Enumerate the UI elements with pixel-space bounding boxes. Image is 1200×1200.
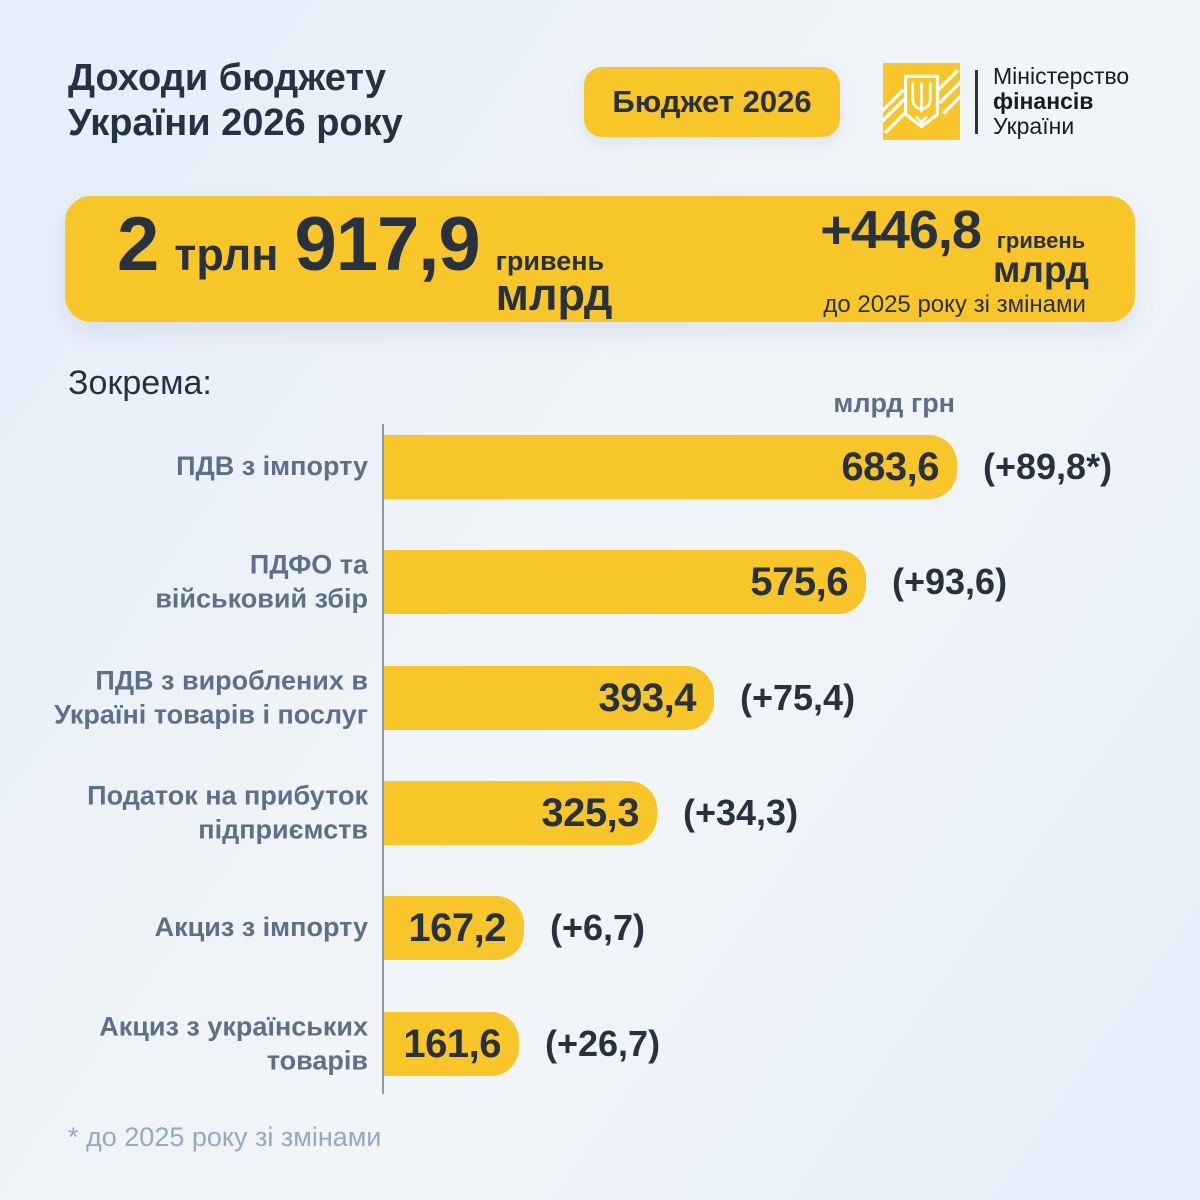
bar-delta-label: (+26,7) xyxy=(545,1023,661,1064)
bar-value: 325,3 xyxy=(541,790,639,835)
page-title-line2: України 2026 року xyxy=(68,101,403,144)
ministry-name: Міністерство фінансів України xyxy=(993,64,1129,139)
logo-divider xyxy=(975,69,978,134)
bar-delta-label: (+75,4) xyxy=(740,677,856,718)
ministry-name-line1: Міністерство xyxy=(993,63,1130,89)
bar: 575,6 xyxy=(384,550,866,614)
badge-label: Бюджет 2026 xyxy=(612,84,812,119)
total-mlrd-value: 917,9 xyxy=(294,201,480,287)
chart-axis-line xyxy=(382,424,384,1094)
bar: 325,3 xyxy=(384,781,657,845)
category-label: Податок на прибуток підприємств xyxy=(87,780,368,844)
bar-delta-label: (+34,3) xyxy=(683,792,799,833)
bar: 683,6 xyxy=(384,435,957,499)
total-scale-label: млрд xyxy=(495,269,613,321)
chart-row: ПДФО та військовий збір 575,6 (+93,6) xyxy=(0,549,1200,614)
total-delta-row: +446,8 гривень млрд xyxy=(820,199,1089,291)
total-delta-unit-stack: гривень млрд xyxy=(992,228,1089,291)
ministry-name-line2: фінансів xyxy=(993,88,1094,114)
ministry-logo: Міністерство фінансів України xyxy=(883,63,1129,140)
category-label: Акциз з українських товарів xyxy=(99,1011,368,1075)
total-revenue-banner: 2 трлн 917,9 гривень млрд +446,8 гривень… xyxy=(65,196,1135,322)
page-title: Доходи бюджету України 2026 року xyxy=(68,56,403,146)
chart-row: ПДВ з імпорту 683,6 (+89,8*) xyxy=(0,435,1200,499)
trident-emblem-icon xyxy=(883,63,960,140)
total-trln-unit: трлн xyxy=(174,228,279,280)
bar-delta-label: (+93,6) xyxy=(892,561,1008,602)
total-delta-caption: до 2025 року зі змінами xyxy=(823,290,1086,318)
ministry-name-line3: України xyxy=(993,113,1075,139)
section-label: Зокрема: xyxy=(68,364,212,402)
bar-value: 393,4 xyxy=(598,675,696,720)
bar-value: 161,6 xyxy=(403,1021,501,1066)
bar: 167,2 xyxy=(384,896,524,960)
bar-value: 167,2 xyxy=(408,905,506,950)
total-amount: 2 трлн 917,9 гривень млрд xyxy=(117,201,613,321)
bar: 393,4 xyxy=(384,666,714,730)
unit-column-header: млрд грн xyxy=(833,388,955,418)
total-currency-label: гривень xyxy=(495,245,605,276)
bar-delta-label: (+89,8*) xyxy=(983,446,1113,487)
chart-row: ПДВ з вироблених в Україні товарів і пос… xyxy=(0,665,1200,730)
chart-row: Акциз з українських товарів 161,6 (+26,7… xyxy=(0,1011,1200,1076)
budget-2026-badge: Бюджет 2026 xyxy=(584,67,840,137)
total-delta-value: +446,8 xyxy=(820,200,982,261)
category-label: Акциз з імпорту xyxy=(154,912,368,943)
bar: 161,6 xyxy=(384,1012,519,1076)
chart-row: Податок на прибуток підприємств 325,3 (+… xyxy=(0,780,1200,845)
category-label: ПДВ з вироблених в Україні товарів і пос… xyxy=(54,665,368,729)
total-delta: +446,8 гривень млрд до 2025 року зі змін… xyxy=(820,199,1089,318)
total-trln-value: 2 xyxy=(117,201,159,287)
category-label: ПДВ з імпорту xyxy=(176,451,368,482)
bar-delta-label: (+6,7) xyxy=(550,907,646,948)
chart-row: Акциз з імпорту 167,2 (+6,7) xyxy=(0,896,1200,960)
page-title-line1: Доходи бюджету xyxy=(68,57,387,99)
total-unit-stack: гривень млрд xyxy=(495,245,613,321)
category-label: ПДФО та військовий збір xyxy=(155,549,368,613)
bar-value: 575,6 xyxy=(750,559,848,604)
bar-value: 683,6 xyxy=(841,444,939,489)
total-delta-scale-label: млрд xyxy=(992,249,1089,291)
total-delta-currency-label: гривень xyxy=(996,228,1086,254)
footnote: * до 2025 року зі змінами xyxy=(68,1122,382,1152)
